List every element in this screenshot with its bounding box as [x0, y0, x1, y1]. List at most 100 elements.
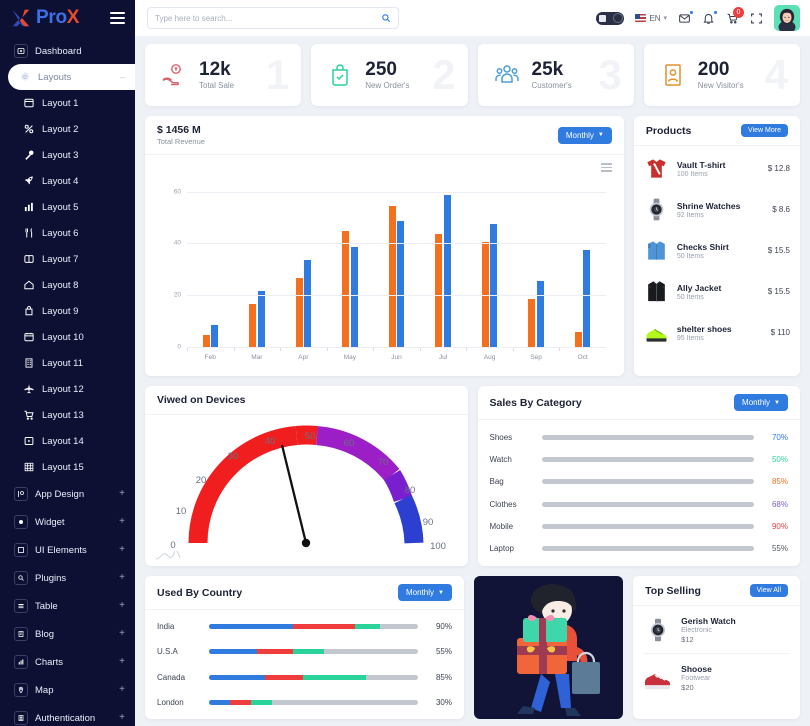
bar[interactable] [574, 332, 582, 348]
bar[interactable] [304, 259, 312, 348]
chart-menu-icon[interactable] [600, 163, 612, 172]
sidebar-item-ui-elements[interactable]: UI Elements + [0, 536, 135, 564]
bar[interactable] [388, 205, 396, 348]
sidebar-item-table[interactable]: Table + [0, 592, 135, 620]
product-name: Vault T-shirt [676, 159, 726, 170]
bar[interactable] [435, 234, 443, 348]
sidebar-item-layout-5[interactable]: Layout 5 [0, 194, 135, 220]
top-selling-row[interactable]: Shoose Footwear $20 [643, 654, 790, 702]
bar[interactable] [481, 241, 489, 348]
bell-unread-dot [714, 10, 717, 14]
bar-group[interactable]: Feb [187, 177, 234, 361]
search-icon[interactable] [381, 13, 391, 23]
expand-icon[interactable]: + [119, 488, 125, 499]
sidebar-item-layout-14[interactable]: Layout 14 [0, 428, 135, 454]
bar-group[interactable]: Aug [466, 177, 513, 361]
products-title: Products [645, 124, 692, 137]
sidebar-item-layout-1[interactable]: Layout 1 [0, 90, 135, 116]
product-row[interactable]: Vault T-shirt 100 Items $ 12.8 [644, 148, 790, 189]
mail-icon[interactable] [678, 10, 693, 25]
bar-group[interactable]: Oct [559, 177, 606, 361]
hamburger-menu-icon[interactable] [108, 10, 127, 26]
bar[interactable] [536, 280, 544, 348]
stat-card-total-sale[interactable]: 1 12k Total Sale [145, 44, 302, 106]
theme-toggle[interactable] [596, 11, 625, 25]
table-icon [14, 599, 28, 613]
sidebar-item-dashboard[interactable]: Dashboard [0, 38, 135, 64]
expand-icon[interactable]: + [119, 712, 125, 723]
product-row[interactable]: Ally Jacket 50 Items $ 15.5 [644, 271, 790, 312]
sidebar-item-blog[interactable]: Blog + [0, 620, 135, 648]
bar-group[interactable]: Apr [280, 177, 327, 361]
products-view-more-button[interactable]: View More [741, 124, 788, 137]
top-selling-view-all-button[interactable]: View All [749, 584, 788, 597]
expand-icon[interactable]: + [119, 628, 125, 639]
sidebar-item-layout-11[interactable]: Layout 11 [0, 350, 135, 376]
search-box[interactable] [147, 7, 399, 29]
bar-group[interactable]: Jun [373, 177, 420, 361]
country-illustration-topselling-row: Used By Country Monthly ▼ India 90% U.S.A 5… [145, 576, 800, 719]
sidebar-item-layout-10[interactable]: Layout 10 [0, 324, 135, 350]
sidebar-item-layout-3[interactable]: Layout 3 [0, 142, 135, 168]
bar[interactable] [350, 246, 358, 348]
sidebar-item-layouts[interactable]: Layouts – [8, 64, 135, 90]
expand-icon[interactable]: + [119, 684, 125, 695]
sidebar-item-layout-4[interactable]: Layout 4 [0, 168, 135, 194]
sidebar-item-charts[interactable]: Charts + [0, 648, 135, 676]
bar-group[interactable]: Jul [419, 177, 467, 361]
bar[interactable] [211, 324, 219, 348]
sidebar-item-layout-6[interactable]: Layout 6 [0, 220, 135, 246]
stat-card-new-visitors[interactable]: 4 200 New Visitor's [643, 44, 800, 106]
expand-icon[interactable]: + [119, 600, 125, 611]
bar[interactable] [397, 221, 405, 348]
bar[interactable] [443, 195, 451, 348]
avatar[interactable] [774, 5, 800, 31]
sidebar-item-map[interactable]: Map + [0, 676, 135, 704]
expand-icon[interactable]: + [119, 656, 125, 667]
stat-label: Total Sale [199, 81, 235, 91]
product-row[interactable]: Checks Shirt 50 Items $ 15.5 [644, 230, 790, 271]
bar-group[interactable]: May [326, 177, 374, 361]
bar[interactable] [257, 291, 265, 348]
bar-group[interactable]: Mar [233, 177, 281, 361]
top-selling-name: Shoose [681, 664, 712, 674]
fullscreen-icon[interactable] [750, 12, 763, 25]
product-row[interactable]: Shrine Watches 92 Items $ 8.6 [644, 189, 790, 230]
brand[interactable]: ProX [0, 0, 135, 36]
cart-icon[interactable]: 0 [726, 6, 744, 25]
bell-icon[interactable] [702, 10, 717, 25]
sidebar-item-authentication[interactable]: Authentication + [0, 704, 135, 726]
sidebar-item-layout-9[interactable]: Layout 9 [0, 298, 135, 324]
sidebar-item-app-design[interactable]: App Design + [0, 480, 135, 508]
stat-card-new-orders[interactable]: 2 250 New Order's [311, 44, 468, 106]
bar[interactable] [342, 231, 350, 348]
sidebar-item-layout-13[interactable]: Layout 13 [0, 402, 135, 428]
bar-group[interactable]: Sep [512, 177, 560, 361]
search-input[interactable] [155, 13, 381, 23]
language-selector[interactable]: EN ▾ [635, 14, 667, 23]
sidebar-item-layout-8[interactable]: Layout 8 [0, 272, 135, 298]
bar[interactable] [490, 223, 498, 348]
sales-filter-button[interactable]: Monthly ▼ [734, 394, 788, 411]
country-progress-segment [250, 699, 272, 705]
sidebar-item-plugins[interactable]: Plugins + [0, 564, 135, 592]
expand-icon[interactable]: + [119, 544, 125, 555]
sidebar-item-widget[interactable]: Widget + [0, 508, 135, 536]
product-row[interactable]: shelter shoes 95 Items $ 110 [644, 312, 790, 353]
bar[interactable] [249, 303, 257, 348]
revenue-filter-button[interactable]: Monthly ▼ [557, 126, 612, 144]
sidebar-item-layout-7[interactable]: Layout 7 [0, 246, 135, 272]
expand-icon[interactable]: + [119, 572, 125, 583]
sidebar-item-layout-15[interactable]: Layout 15 [0, 454, 135, 480]
sidebar-item-layout-2[interactable]: Layout 2 [0, 116, 135, 142]
expand-icon[interactable]: + [119, 516, 125, 527]
sidebar-item-layout-12[interactable]: Layout 12 [0, 376, 135, 402]
top-selling-row[interactable]: Gerish Watch Electronic $12 [643, 606, 790, 654]
bar[interactable] [295, 278, 303, 348]
bar[interactable] [528, 298, 536, 348]
country-filter-button[interactable]: Monthly ▼ [398, 584, 452, 601]
x-axis-tick-label: Jun [391, 354, 402, 361]
stat-card-customers[interactable]: 3 25k Customer's [477, 44, 634, 106]
bar[interactable] [583, 249, 591, 348]
bar[interactable] [202, 335, 210, 348]
